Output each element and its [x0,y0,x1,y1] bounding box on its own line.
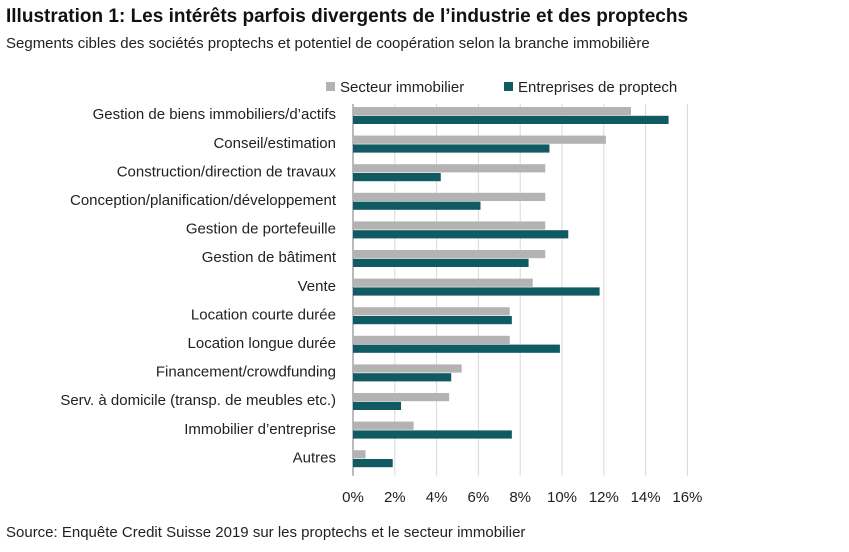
x-tick-label: 0% [342,489,364,506]
bar-entreprises-proptech [353,115,669,124]
bar-entreprises-proptech [353,173,441,182]
bar-entreprises-proptech [353,144,550,153]
x-tick-label: 10% [547,489,577,506]
legend-item-entreprises-proptech: Entreprises de proptech [504,79,677,96]
bar-secteur-immobilier [353,450,366,459]
bar-secteur-immobilier [353,364,462,373]
legend: Secteur immobilier Entreprises de proptec… [326,79,677,96]
category-label: Construction/direction de travaux [117,163,337,180]
legend-item-secteur-immobilier: Secteur immobilier [326,79,464,96]
category-label: Immobilier d’entreprise [184,421,336,438]
x-tick-label: 6% [468,489,490,506]
bar-entreprises-proptech [353,459,393,468]
bar-entreprises-proptech [353,201,481,210]
x-tick-label: 14% [631,489,661,506]
bar-entreprises-proptech [353,401,402,410]
x-tick-label: 2% [384,489,406,506]
x-tick-label: 8% [509,489,531,506]
bar-secteur-immobilier [353,192,546,201]
legend-swatch [504,82,513,91]
bar-entreprises-proptech [353,287,600,296]
category-label: Conseil/estimation [213,135,336,152]
bar-secteur-immobilier [353,221,546,230]
x-tick-label: 4% [426,489,448,506]
category-label: Location courte durée [191,306,336,323]
category-labels: Gestion de biens immobiliers/d’actifs Con… [60,106,337,466]
category-label: Location longue durée [188,335,336,352]
bar-entreprises-proptech [353,258,529,267]
chart-title: Illustration 1: Les intérêts parfois div… [6,6,689,27]
bar-secteur-immobilier [353,278,533,287]
category-label: Financement/crowdfunding [156,364,336,381]
bar-secteur-immobilier [353,335,510,344]
category-label: Serv. à domicile (transp. de meubles etc… [60,392,336,409]
bar-secteur-immobilier [353,393,450,402]
bar-entreprises-proptech [353,316,512,325]
bar-secteur-immobilier [353,307,510,316]
category-label: Conception/planification/développement [70,192,337,209]
legend-swatch [326,82,335,91]
category-label: Autres [293,449,336,466]
legend-label: Secteur immobilier [340,79,464,96]
bar-entreprises-proptech [353,344,560,353]
category-label: Gestion de biens immobiliers/d’actifs [93,106,336,123]
bar-entreprises-proptech [353,430,512,439]
chart-subtitle: Segments cibles des sociétés proptechs e… [6,35,650,52]
category-label: Gestion de portefeuille [186,221,336,238]
source-note: Source: Enquête Credit Suisse 2019 sur l… [6,524,526,541]
category-label: Vente [298,278,336,295]
x-tick-label: 12% [589,489,619,506]
bar-secteur-immobilier [353,164,546,173]
x-axis-ticks: 0% 2% 4% 6% 8% 10% 12% 14% 16% [342,489,702,506]
bars-layer [353,107,669,468]
bar-entreprises-proptech [353,373,452,382]
bar-secteur-immobilier [353,107,631,116]
category-label: Gestion de bâtiment [202,249,337,266]
bar-secteur-immobilier [353,421,414,430]
bar-entreprises-proptech [353,230,569,239]
x-tick-label: 16% [672,489,702,506]
bar-secteur-immobilier [353,250,546,259]
legend-label: Entreprises de proptech [518,79,677,96]
bar-secteur-immobilier [353,135,606,144]
